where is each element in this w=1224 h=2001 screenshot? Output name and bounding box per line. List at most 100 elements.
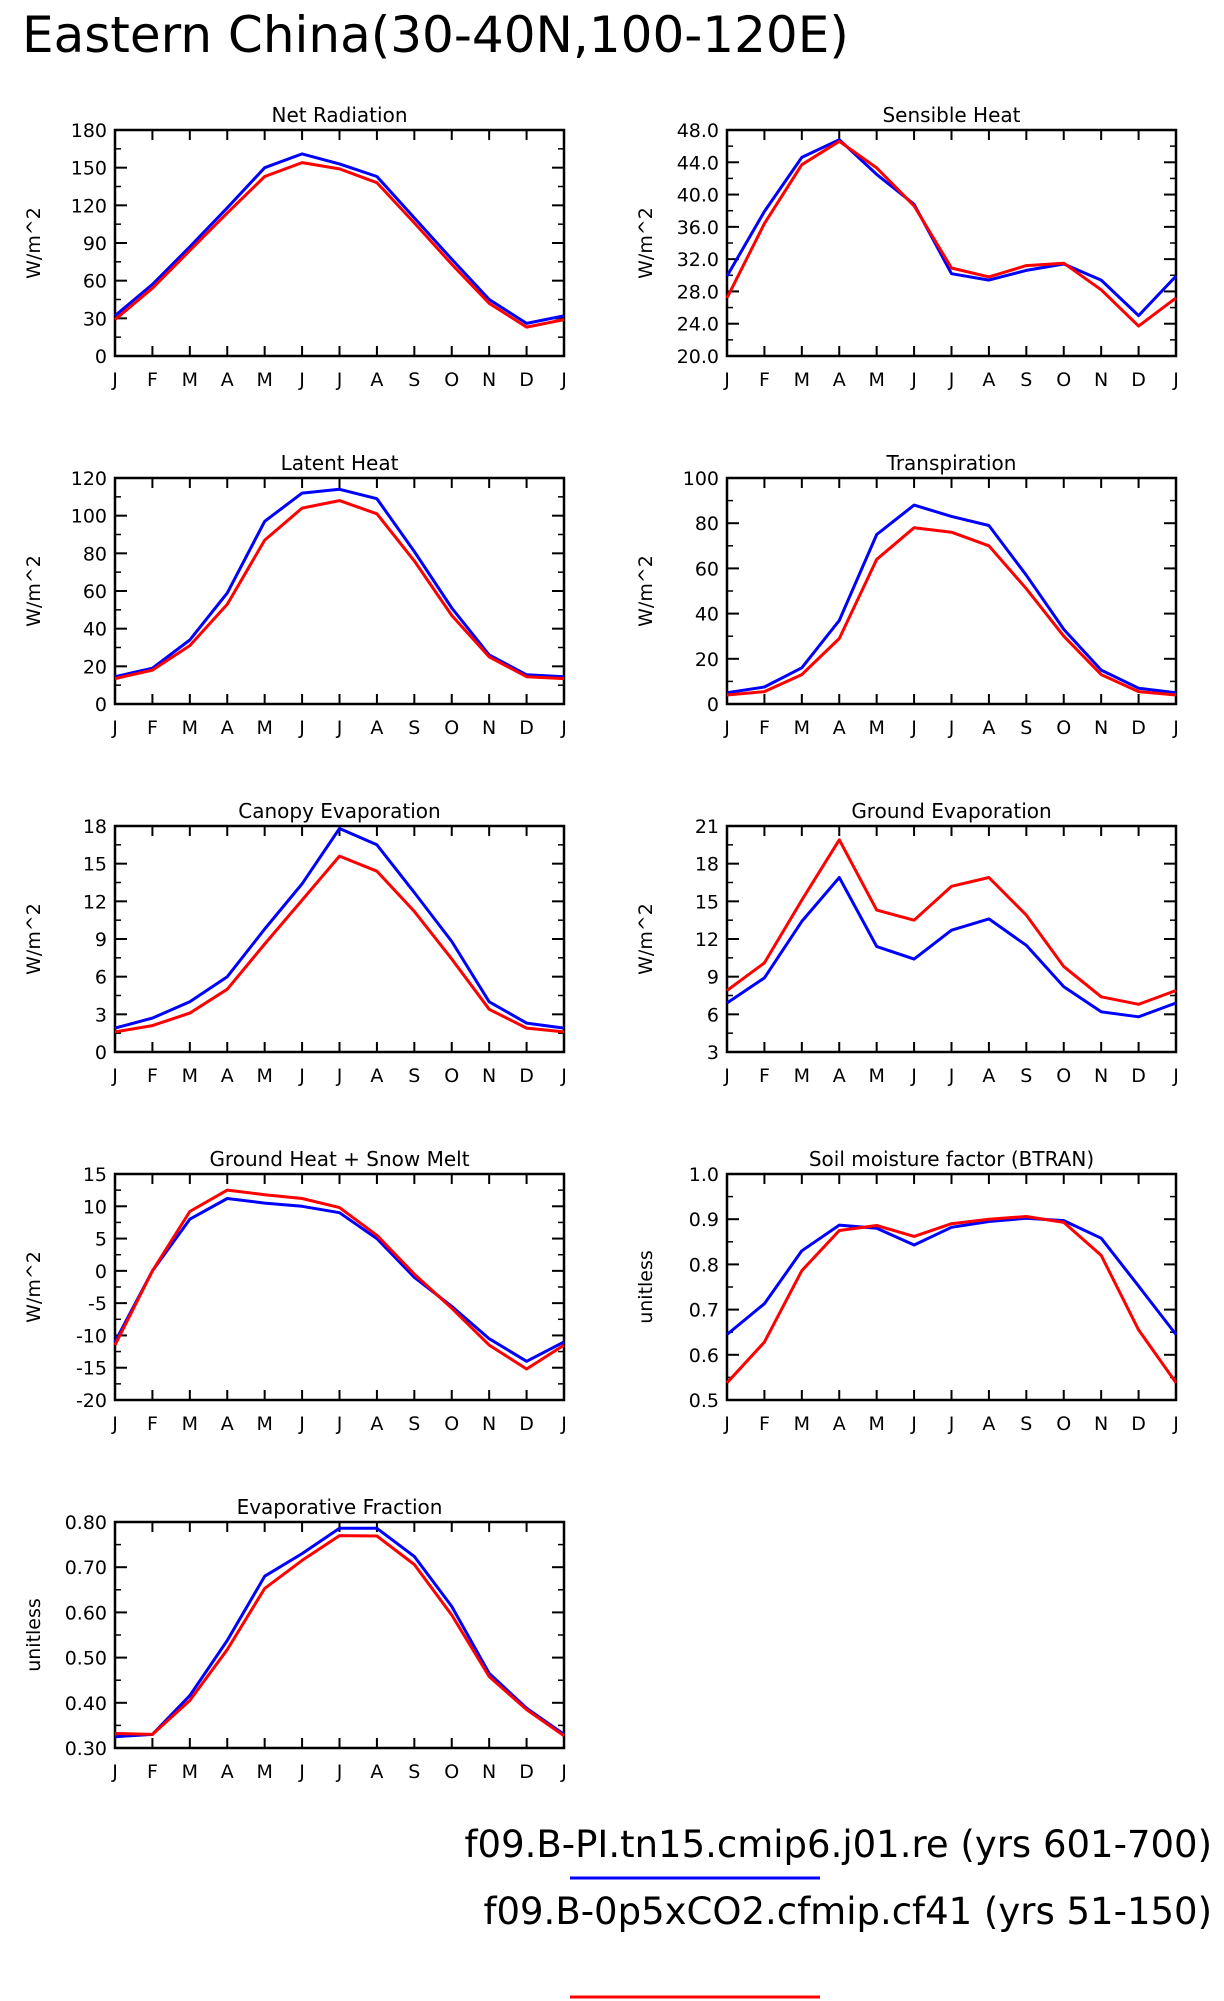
x-tick-label: J [111, 717, 118, 739]
y-axis-label: W/m^2 [635, 207, 657, 279]
y-tick-label: 0.30 [65, 1738, 107, 1760]
x-tick-label: D [519, 369, 534, 391]
x-tick-label: S [1020, 1065, 1032, 1087]
x-tick-label: J [948, 717, 955, 739]
series-line-red [114, 161, 565, 329]
x-tick-label: N [482, 369, 496, 391]
y-tick-label: -5 [88, 1293, 107, 1315]
x-tick-label: S [1020, 717, 1032, 739]
x-tick-label: N [1094, 1413, 1108, 1435]
panel-title: Canopy Evaporation [238, 799, 440, 823]
x-tick-label: D [1131, 1065, 1146, 1087]
x-tick-label: J [723, 1065, 730, 1087]
series-line-red [114, 1534, 565, 1738]
y-tick-label: 0 [95, 694, 107, 716]
x-tick-label: O [1056, 1065, 1071, 1087]
y-tick-label: 120 [71, 468, 107, 490]
x-tick-label: M [256, 1761, 272, 1783]
panel-sensible-heat: J F M A M J J A S O N D J20.024.028.032.036.040.044.… [635, 103, 1179, 391]
series-line-red [114, 499, 565, 681]
x-tick-label: O [444, 369, 459, 391]
plot-frame [725, 128, 1178, 358]
y-tick-label: 12 [695, 929, 719, 951]
panel-title: Ground Evaporation [851, 799, 1051, 823]
y-tick-label: 0.50 [65, 1648, 107, 1670]
x-tick-label: F [147, 717, 158, 739]
plot-frame [113, 824, 566, 1054]
x-tick-label: A [982, 369, 995, 391]
x-tick-label: O [1056, 369, 1071, 391]
x-tick-label: S [408, 1413, 420, 1435]
x-tick-label: A [370, 1065, 383, 1087]
legend: f09.B-PI.tn15.cmip6.j01.re (yrs 601-700)… [465, 1823, 1212, 1999]
y-axis-label: W/m^2 [23, 1251, 45, 1323]
y-tick-label: 24.0 [677, 314, 719, 336]
x-tick-label: D [519, 1413, 534, 1435]
x-tick-label: A [221, 369, 234, 391]
x-tick-label: J [336, 1413, 343, 1435]
panel-evaporative-fraction: J F M A M J J A S O N D J0.300.400.500.600.700.80Eva… [23, 1495, 567, 1783]
y-tick-label: 48.0 [677, 120, 719, 142]
y-tick-label: 40 [83, 619, 107, 641]
y-tick-label: 5 [95, 1229, 107, 1251]
x-tick-label: M [794, 717, 810, 739]
x-tick-label: A [833, 1065, 846, 1087]
x-tick-label: S [408, 369, 420, 391]
series-line-red [726, 526, 1177, 697]
x-tick-label: J [336, 1065, 343, 1087]
x-tick-label: J [560, 717, 567, 739]
x-tick-label: A [833, 369, 846, 391]
x-tick-label: O [1056, 717, 1071, 739]
x-tick-label: A [221, 1761, 234, 1783]
y-tick-label: 0.80 [65, 1512, 107, 1534]
y-tick-label: 15 [695, 891, 719, 913]
panel-title: Transpiration [886, 451, 1017, 475]
y-tick-label: 0.70 [65, 1557, 107, 1579]
series-line-red [113, 1188, 565, 1371]
series-line-red [725, 1215, 1178, 1384]
panel-title: Latent Heat [281, 451, 399, 475]
x-tick-label: J [910, 369, 917, 391]
y-tick-label: 20 [83, 656, 107, 678]
x-tick-label: J [336, 1761, 343, 1783]
y-axis-label: W/m^2 [635, 903, 657, 975]
y-tick-label: -10 [76, 1325, 107, 1347]
y-tick-label: 15 [83, 1164, 107, 1186]
y-tick-label: 20.0 [677, 346, 719, 368]
y-tick-label: 30 [83, 308, 107, 330]
y-tick-label: 0 [95, 346, 107, 368]
y-tick-label: 60 [83, 581, 107, 603]
x-tick-label: A [221, 717, 234, 739]
x-tick-label: J [948, 369, 955, 391]
y-tick-label: 0.7 [689, 1300, 719, 1322]
y-tick-label: 6 [707, 1004, 719, 1026]
y-axis-label: W/m^2 [23, 555, 45, 627]
x-tick-label: D [1131, 1413, 1146, 1435]
x-tick-label: A [221, 1413, 234, 1435]
x-tick-label: J [910, 1413, 917, 1435]
plot-frame [725, 824, 1178, 1054]
y-tick-label: 100 [683, 468, 719, 490]
x-tick-label: F [759, 1413, 770, 1435]
y-tick-label: 36.0 [677, 217, 719, 239]
y-axis-label: W/m^2 [23, 903, 45, 975]
y-tick-label: -15 [76, 1358, 107, 1380]
series-line-red [114, 854, 565, 1034]
plot-frame [113, 476, 566, 706]
legend-label-2: f09.B-0p5xCO2.cfmip.cf41 (yrs 51-150) [483, 1890, 1212, 1933]
y-tick-label: 120 [71, 195, 107, 217]
y-axis-label: W/m^2 [635, 555, 657, 627]
x-tick-label: N [482, 1413, 496, 1435]
series-line-blue [725, 138, 1178, 318]
x-tick-label: A [370, 1761, 383, 1783]
x-tick-label: M [868, 1065, 884, 1087]
x-tick-label: J [1172, 1065, 1179, 1087]
x-tick-label: M [868, 1413, 884, 1435]
x-tick-label: J [948, 1413, 955, 1435]
x-tick-label: J [298, 717, 305, 739]
